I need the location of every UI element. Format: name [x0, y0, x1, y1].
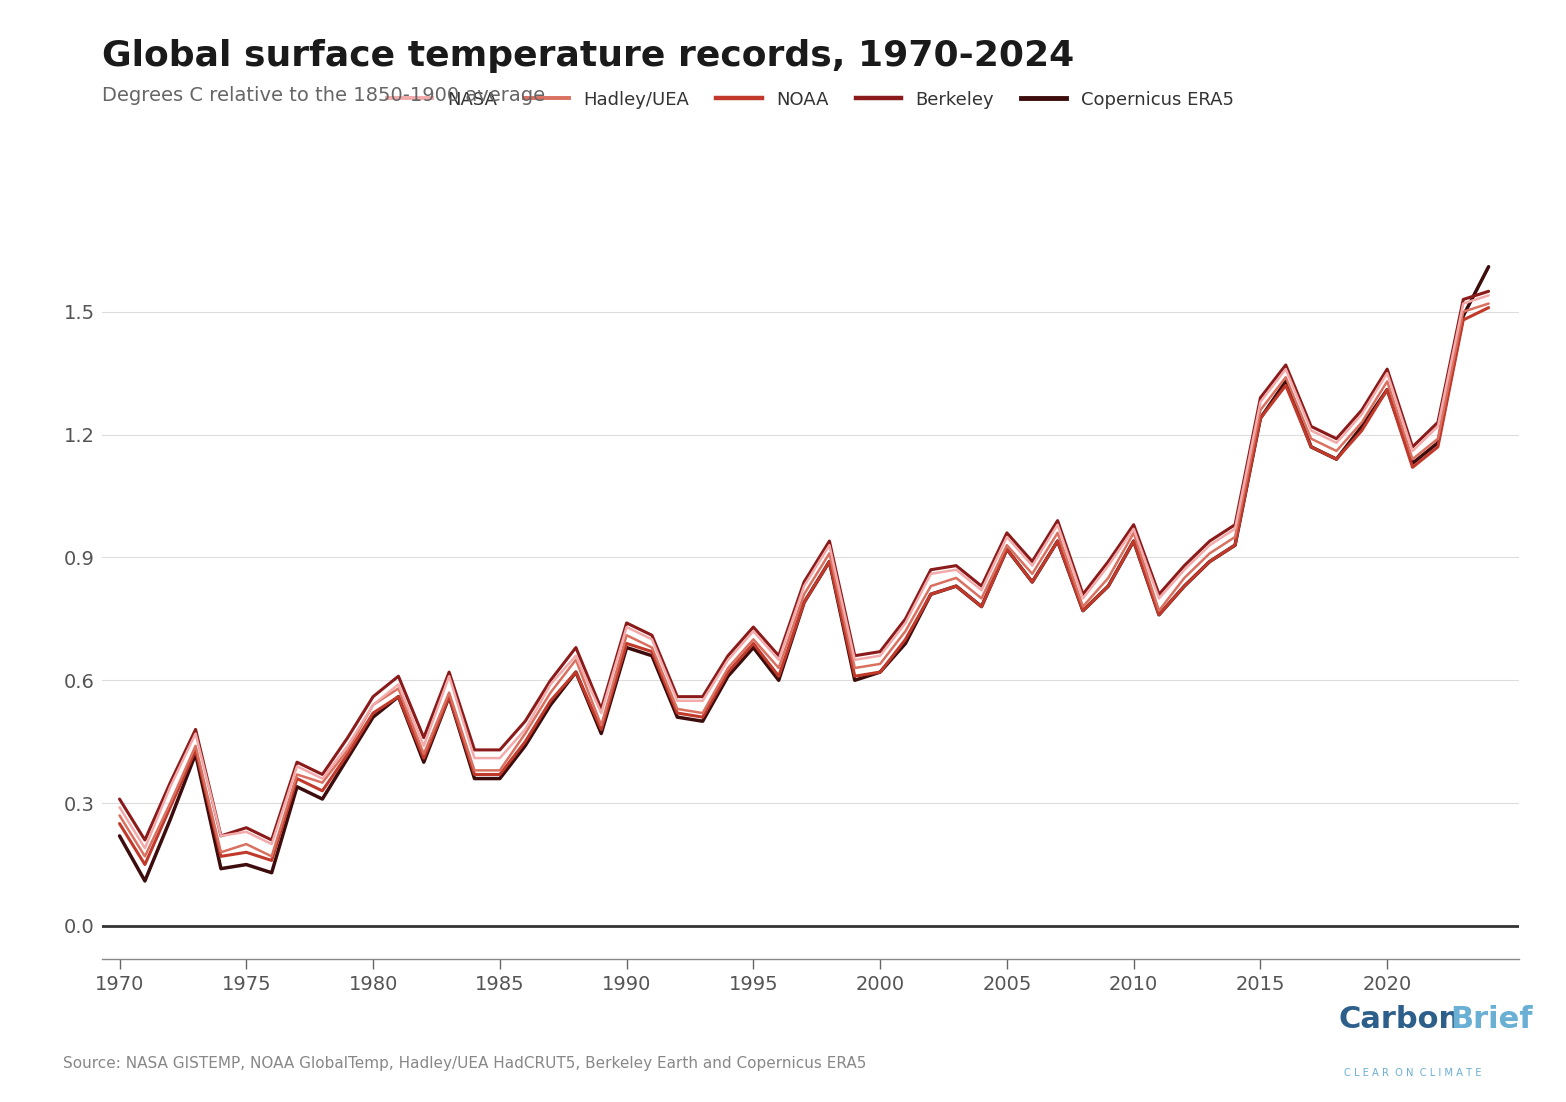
Text: Carbon: Carbon — [1339, 1005, 1461, 1034]
NOAA — [1353, 424, 1372, 437]
Berkeley — [465, 743, 484, 756]
NOAA — [1453, 313, 1472, 326]
Berkeley — [110, 792, 128, 806]
NASA — [136, 842, 155, 855]
Hadley/UEA — [1480, 296, 1499, 310]
Line: Berkeley: Berkeley — [119, 291, 1489, 840]
Line: Hadley/UEA: Hadley/UEA — [119, 303, 1489, 856]
Copernicus ERA5 — [1453, 310, 1472, 323]
Copernicus ERA5 — [465, 773, 484, 786]
NASA — [388, 678, 407, 691]
Line: Copernicus ERA5: Copernicus ERA5 — [119, 267, 1489, 880]
NOAA — [465, 768, 484, 781]
NASA — [110, 801, 128, 814]
Hadley/UEA — [1353, 415, 1372, 429]
Line: NASA: NASA — [119, 295, 1489, 849]
Text: C L E A R  O N  C L I M A T E: C L E A R O N C L I M A T E — [1344, 1068, 1481, 1078]
Hadley/UEA — [110, 809, 128, 822]
Text: Brief: Brief — [1450, 1005, 1533, 1034]
Hadley/UEA — [136, 850, 155, 863]
NOAA — [110, 817, 128, 830]
NOAA — [136, 858, 155, 872]
NOAA — [388, 690, 407, 703]
Hadley/UEA — [288, 768, 307, 781]
NASA — [1453, 296, 1472, 310]
Copernicus ERA5 — [1353, 420, 1372, 433]
Copernicus ERA5 — [110, 830, 128, 843]
Legend: NASA, Hadley/UEA, NOAA, Berkeley, Copernicus ERA5: NASA, Hadley/UEA, NOAA, Berkeley, Copern… — [381, 84, 1240, 116]
Copernicus ERA5 — [136, 874, 155, 887]
Line: NOAA: NOAA — [119, 307, 1489, 865]
Berkeley — [1453, 293, 1472, 306]
Hadley/UEA — [465, 764, 484, 777]
Berkeley — [1480, 284, 1499, 298]
NASA — [288, 759, 307, 773]
Hadley/UEA — [388, 682, 407, 695]
Hadley/UEA — [1453, 305, 1472, 318]
Text: Degrees C relative to the 1850-1900 average: Degrees C relative to the 1850-1900 aver… — [102, 86, 545, 105]
NASA — [642, 633, 661, 646]
NASA — [465, 752, 484, 765]
Copernicus ERA5 — [388, 690, 407, 703]
Copernicus ERA5 — [642, 649, 661, 662]
Hadley/UEA — [642, 641, 661, 655]
Berkeley — [288, 756, 307, 769]
Berkeley — [1353, 403, 1372, 417]
Berkeley — [642, 628, 661, 641]
NOAA — [642, 645, 661, 658]
Text: Source: NASA GISTEMP, NOAA GlobalTemp, Hadley/UEA HadCRUT5, Berkeley Earth and C: Source: NASA GISTEMP, NOAA GlobalTemp, H… — [63, 1056, 866, 1071]
Copernicus ERA5 — [288, 780, 307, 793]
Berkeley — [136, 833, 155, 846]
NOAA — [1480, 301, 1499, 314]
NOAA — [288, 773, 307, 786]
Copernicus ERA5 — [1480, 260, 1499, 273]
Text: Global surface temperature records, 1970-2024: Global surface temperature records, 1970… — [102, 39, 1074, 73]
NASA — [1353, 408, 1372, 421]
NASA — [1480, 289, 1499, 302]
Berkeley — [388, 670, 407, 683]
